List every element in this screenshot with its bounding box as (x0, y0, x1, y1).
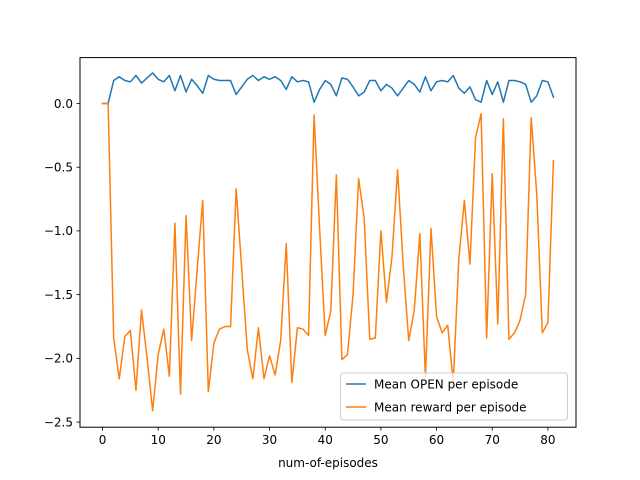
x-axis-label: num-of-episodes (278, 456, 378, 470)
legend-box (340, 372, 568, 421)
axes-frame (79, 57, 577, 428)
x-tick-label: 30 (262, 433, 277, 447)
x-tick-label: 50 (373, 433, 388, 447)
legend-label-mean-open: Mean OPEN per episode (374, 378, 518, 392)
y-tick-label: 0.0 (54, 97, 73, 111)
y-axis: 0.0 −0.5 −1.0 −1.5 −2.0 −2.5 (44, 97, 80, 429)
y-tick-label: −0.5 (44, 161, 73, 175)
legend-label-mean-reward: Mean reward per episode (374, 401, 527, 415)
y-tick-label: −2.5 (44, 415, 73, 429)
y-tick-label: −1.0 (44, 224, 73, 238)
x-tick-label: 70 (485, 433, 500, 447)
x-tick-label: 60 (429, 433, 444, 447)
x-tick-label: 10 (151, 433, 166, 447)
x-tick-label: 40 (318, 433, 333, 447)
y-tick-label: −2.0 (44, 352, 73, 366)
legend: Mean OPEN per episode Mean reward per ep… (340, 372, 568, 421)
y-tick-label: −1.5 (44, 288, 73, 302)
series-line-1 (101, 102, 555, 412)
x-tick-label: 80 (540, 433, 555, 447)
series-line-0 (101, 72, 555, 105)
x-axis: 0 10 20 30 40 50 60 70 80 (99, 427, 556, 447)
x-tick-label: 0 (99, 433, 107, 447)
plot-layer (101, 72, 555, 412)
x-tick-label: 20 (206, 433, 221, 447)
